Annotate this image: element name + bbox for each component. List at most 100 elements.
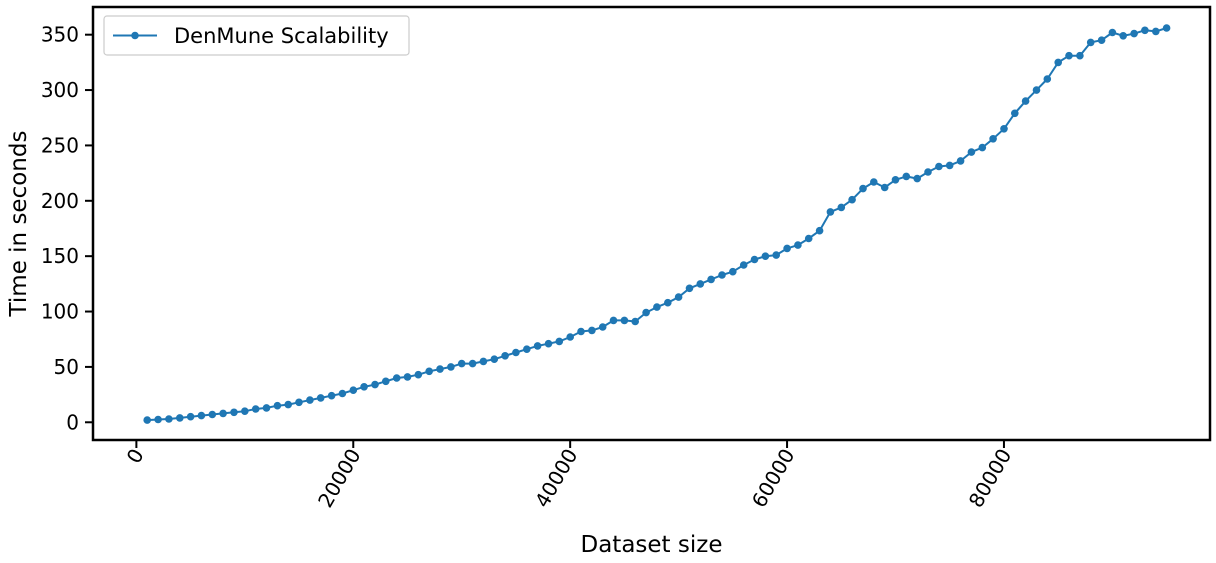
data-point bbox=[696, 280, 705, 288]
data-point bbox=[826, 208, 835, 216]
data-point bbox=[327, 391, 336, 400]
data-point bbox=[1141, 26, 1149, 35]
x-tick-label: 20000 bbox=[313, 445, 366, 512]
data-point bbox=[284, 400, 293, 409]
data-point bbox=[512, 348, 520, 357]
data-point bbox=[924, 168, 932, 176]
data-point bbox=[707, 275, 715, 284]
data-point bbox=[620, 316, 629, 325]
data-point bbox=[1152, 27, 1160, 36]
data-point bbox=[1130, 29, 1138, 38]
data-point bbox=[794, 241, 802, 249]
data-point bbox=[219, 409, 227, 418]
x-tick-label: 60000 bbox=[747, 445, 800, 512]
y-tick-label: 350 bbox=[41, 23, 79, 47]
data-point bbox=[273, 401, 282, 410]
data-point bbox=[609, 316, 618, 325]
y-tick-label: 250 bbox=[41, 133, 79, 157]
data-point bbox=[718, 271, 726, 279]
data-point bbox=[523, 345, 531, 354]
data-point bbox=[1011, 109, 1019, 118]
x-tick-label: 0 bbox=[122, 445, 149, 468]
data-point bbox=[143, 416, 151, 424]
data-point bbox=[165, 415, 173, 423]
data-point bbox=[783, 244, 791, 253]
data-point bbox=[989, 135, 997, 143]
data-point bbox=[631, 317, 639, 326]
data-point bbox=[750, 255, 759, 264]
data-point bbox=[859, 184, 867, 193]
series-layer bbox=[143, 24, 1171, 424]
data-point bbox=[815, 226, 824, 235]
data-point bbox=[935, 162, 943, 171]
y-tick-label: 150 bbox=[41, 244, 79, 268]
data-point bbox=[967, 148, 976, 156]
data-point bbox=[1021, 97, 1030, 105]
data-point bbox=[945, 161, 954, 170]
data-point bbox=[544, 339, 553, 348]
data-point bbox=[1032, 86, 1041, 94]
data-point bbox=[295, 398, 303, 407]
data-point bbox=[978, 143, 987, 152]
data-point bbox=[360, 383, 368, 391]
data-point bbox=[501, 352, 509, 360]
y-tick-label: 200 bbox=[41, 189, 79, 213]
data-point bbox=[902, 172, 911, 181]
data-point bbox=[1000, 125, 1008, 133]
plot-frame bbox=[91, 5, 1212, 442]
data-point bbox=[533, 342, 542, 350]
data-point bbox=[739, 261, 748, 269]
data-point bbox=[382, 377, 390, 386]
data-point bbox=[349, 386, 358, 395]
data-point bbox=[230, 408, 238, 417]
y-tick-label: 300 bbox=[41, 78, 79, 102]
data-point bbox=[241, 407, 249, 416]
y-tick-label: 100 bbox=[41, 300, 79, 324]
data-point bbox=[1054, 58, 1062, 67]
data-point bbox=[891, 176, 900, 184]
data-point bbox=[403, 373, 412, 381]
data-point bbox=[1108, 28, 1117, 37]
data-point bbox=[1119, 32, 1127, 40]
data-point bbox=[566, 333, 574, 341]
data-point bbox=[251, 405, 260, 413]
data-point bbox=[1086, 38, 1095, 47]
data-point bbox=[664, 298, 672, 307]
series-line bbox=[147, 27, 1167, 422]
data-point bbox=[653, 303, 661, 311]
data-point bbox=[208, 410, 217, 419]
data-point bbox=[316, 394, 325, 402]
data-point bbox=[555, 337, 564, 346]
data-point bbox=[1097, 36, 1106, 44]
data-point bbox=[729, 267, 737, 276]
data-point bbox=[457, 359, 466, 368]
data-point bbox=[490, 355, 499, 364]
data-point bbox=[598, 323, 607, 331]
data-point bbox=[436, 365, 444, 373]
x-tick-label: 40000 bbox=[530, 445, 583, 512]
data-point bbox=[338, 389, 347, 398]
data-point bbox=[392, 374, 401, 382]
data-point bbox=[186, 412, 195, 421]
x-axis-ticks: 0 20000 40000 60000 80000 bbox=[122, 440, 1017, 512]
data-point bbox=[154, 415, 162, 424]
data-point bbox=[577, 327, 585, 336]
y-tick-label: 50 bbox=[54, 355, 79, 379]
data-point bbox=[414, 370, 423, 379]
data-point bbox=[479, 357, 488, 366]
data-point bbox=[1162, 24, 1171, 32]
data-point bbox=[306, 396, 314, 404]
data-point bbox=[837, 203, 846, 212]
data-point bbox=[880, 183, 889, 192]
data-point bbox=[468, 359, 477, 368]
data-point bbox=[447, 363, 455, 371]
x-tick-label: 80000 bbox=[964, 445, 1017, 512]
y-tick-label: 0 bbox=[66, 410, 79, 434]
data-point bbox=[761, 252, 770, 260]
data-point bbox=[772, 251, 780, 259]
x-axis-label: Dataset size bbox=[581, 532, 723, 558]
legend: DenMune Scalability bbox=[103, 15, 410, 56]
data-point bbox=[642, 308, 650, 317]
data-point bbox=[197, 411, 206, 420]
